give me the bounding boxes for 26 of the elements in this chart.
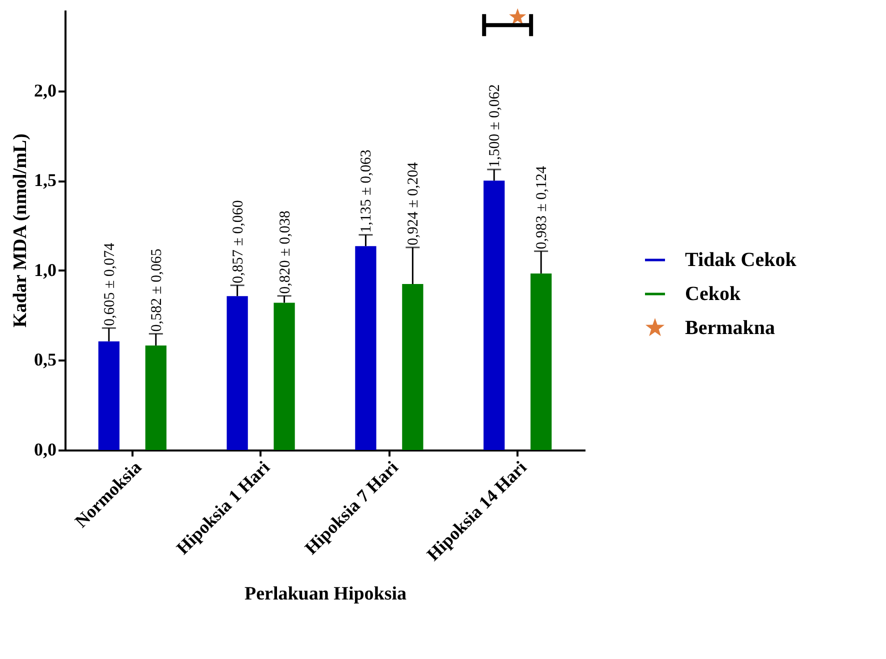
legend-label: Cekok [685, 283, 742, 305]
bar [355, 246, 376, 450]
y-axis-title: Kadar MDA (nmol/mL) [10, 134, 31, 328]
bar [484, 180, 505, 450]
bar [226, 296, 248, 450]
y-tick-label: 0,0 [34, 440, 56, 460]
bar [98, 341, 120, 450]
bar [145, 345, 166, 450]
y-tick-label: 1,0 [34, 260, 56, 280]
y-tick-label: 0,5 [34, 350, 56, 370]
data-label: 0,820 ± 0,038 [277, 210, 294, 294]
bar [402, 284, 424, 450]
data-label: 0,857 ± 0,060 [230, 200, 246, 284]
legend-label: Bermakna [685, 317, 775, 339]
x-axis-title: Perlakuan Hipoksia [244, 584, 408, 605]
data-label: 0,924 ± 0,204 [406, 162, 422, 246]
data-label: 1,500 ± 0,062 [487, 84, 504, 168]
y-tick-label: 1,5 [34, 170, 56, 190]
data-label: 0,983 ± 0,124 [534, 165, 550, 250]
bar [530, 273, 552, 450]
y-tick-label: 2,0 [34, 80, 56, 100]
data-label: 1,135 ± 0,063 [358, 150, 375, 233]
data-label: 0,582 ± 0,065 [148, 248, 165, 332]
data-label: 0,605 ± 0,074 [102, 242, 118, 326]
bar [274, 302, 295, 450]
legend-label: Tidak Cekok [685, 249, 798, 271]
